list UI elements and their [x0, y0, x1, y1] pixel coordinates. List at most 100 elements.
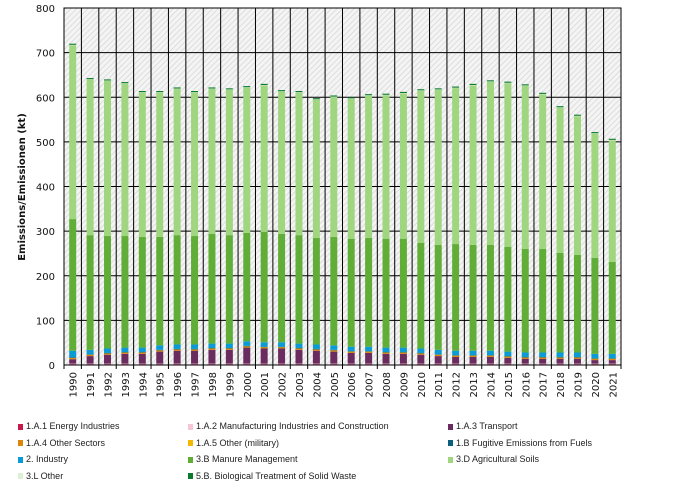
bar-segment	[191, 91, 199, 93]
legend-item: 1.A.2 Manufacturing Industries and Const…	[188, 421, 389, 432]
bar-segment	[104, 79, 112, 81]
bar-segment	[608, 353, 616, 359]
legend-item: 3.L Other	[18, 471, 63, 482]
legend-label: 1.A.5 Other (military)	[196, 437, 280, 448]
bar-segment	[312, 363, 320, 365]
bar-segment	[591, 133, 599, 258]
bar-segment	[382, 352, 390, 353]
bar-segment	[417, 348, 425, 353]
bar-segment	[504, 81, 512, 83]
bar-segment	[104, 353, 112, 355]
bar-segment	[539, 94, 547, 249]
bar-segment	[469, 244, 477, 351]
bar-segment	[312, 350, 320, 364]
x-tick-label: 1992	[104, 372, 115, 397]
bar-segment	[312, 99, 320, 100]
bar-segment	[330, 345, 338, 350]
x-tick-label: 1990	[69, 372, 80, 397]
x-tick-label: 1991	[86, 372, 97, 397]
legend-swatch	[188, 423, 193, 430]
bar-segment	[452, 87, 460, 89]
bar-segment	[295, 348, 303, 349]
x-tick-label: 2017	[539, 372, 550, 397]
bar-segment	[434, 244, 442, 350]
bar-segment	[539, 248, 547, 353]
legend-item: 3.D Agricultural Soils	[448, 454, 539, 465]
bar-segment	[173, 235, 181, 345]
bar-segment	[173, 349, 181, 351]
x-tick-label: 1993	[121, 372, 132, 397]
bar-segment	[173, 88, 181, 90]
bar-segment	[69, 359, 77, 364]
x-tick-label: 1995	[156, 372, 167, 397]
bar-segment	[138, 353, 146, 364]
bar-segment	[104, 80, 112, 237]
bar-segment	[382, 93, 390, 95]
bar-segment	[312, 237, 320, 345]
bar-segment	[539, 357, 547, 359]
bar-segment	[121, 363, 129, 365]
bar-segment	[156, 91, 164, 93]
legend-swatch	[448, 456, 453, 463]
legend-item: 3.B Manure Management	[188, 454, 298, 465]
bar-segment	[591, 363, 599, 365]
bar-segment	[121, 83, 129, 237]
bar-segment	[347, 98, 355, 239]
legend-item: 5.B. Biological Treatment of Solid Waste	[188, 471, 356, 482]
bar-segment	[312, 348, 320, 350]
x-tick-label: 1997	[191, 372, 202, 397]
bar-segment	[521, 84, 529, 86]
bar-segment	[573, 254, 581, 353]
bar-segment	[156, 351, 164, 364]
bar-segment	[173, 87, 181, 89]
legend-label: 2. Industry	[26, 454, 69, 464]
bar-segment	[121, 83, 129, 84]
x-tick-label: 2010	[417, 372, 428, 397]
bar-segment	[469, 84, 477, 86]
bar-segment	[295, 92, 303, 93]
bar-segment	[573, 115, 581, 117]
bar-segment	[382, 352, 390, 354]
bar-segment	[539, 93, 547, 95]
bar-segment	[260, 348, 268, 364]
bar-segment	[486, 81, 494, 245]
x-tick-label: 2008	[382, 372, 393, 397]
bar-segment	[121, 352, 129, 354]
x-tick-label: 2005	[330, 372, 341, 397]
legend-label: 1.A.4 Other Sectors	[26, 437, 106, 448]
bar-segment	[330, 351, 338, 364]
x-tick-label: 2014	[486, 372, 497, 397]
bar-segment	[539, 352, 547, 357]
x-tick-label: 2018	[556, 372, 567, 397]
bar-segment	[434, 88, 442, 90]
y-tick-label: 300	[36, 227, 55, 238]
x-tick-label: 1994	[138, 372, 149, 397]
bar-segment	[86, 349, 94, 355]
bar-segment	[86, 354, 94, 357]
bar-segment	[121, 352, 129, 353]
bar-segment	[208, 343, 216, 349]
bar-segment	[208, 88, 216, 234]
bar-segment	[260, 83, 268, 85]
bar-segment	[225, 363, 233, 365]
bar-segment	[539, 358, 547, 364]
bar-segment	[312, 344, 320, 349]
bar-segment	[417, 242, 425, 349]
bar-segment	[486, 356, 494, 364]
bar-segment	[434, 354, 442, 357]
bar-segment	[86, 363, 94, 365]
x-tick-label: 2011	[434, 372, 445, 397]
bar-segment	[86, 79, 94, 236]
bar-segment	[434, 354, 442, 355]
legend-label: 1.B Fugitive Emissions from Fuels	[456, 437, 593, 448]
x-tick-label: 2004	[312, 372, 323, 397]
bar-segment	[347, 98, 355, 99]
legend-swatch	[18, 456, 23, 463]
bar-segment	[225, 348, 233, 350]
x-tick-label: 1998	[208, 372, 219, 397]
bar-segment	[417, 89, 425, 91]
bar-segment	[573, 357, 581, 359]
bar-segment	[260, 347, 268, 349]
bar-segment	[452, 244, 460, 351]
legend: 1.A.1 Energy Industries 1.A.2 Manufacturi…	[18, 421, 677, 485]
